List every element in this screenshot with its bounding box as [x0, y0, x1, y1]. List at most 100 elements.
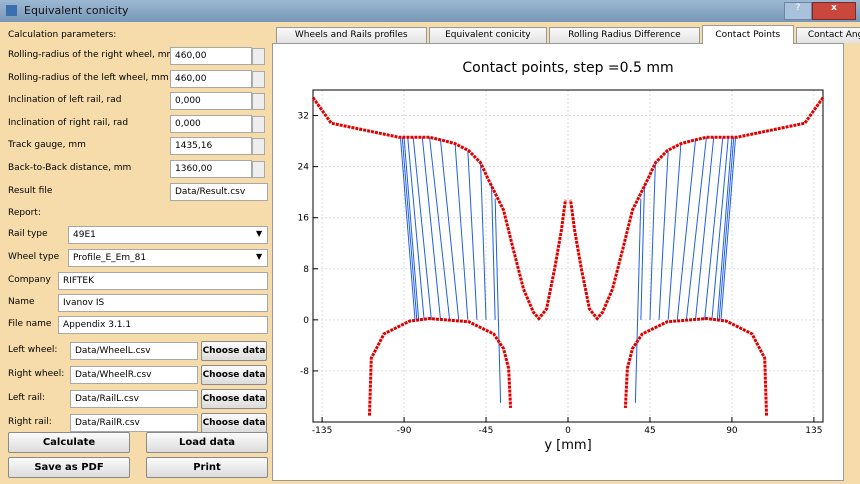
help-button[interactable]: ? [784, 2, 812, 20]
tab[interactable]: Rolling Radius Difference [549, 27, 700, 43]
window-title: Equivalent conicity [24, 4, 129, 17]
spin-arrows[interactable] [252, 115, 265, 133]
field-label: Right wheel: [8, 368, 65, 379]
x-tick-label: -90 [397, 426, 412, 436]
file-input[interactable]: Data/RailR.csv [70, 414, 198, 433]
contact-line [407, 137, 425, 320]
contact-line [440, 139, 460, 320]
contact-line [467, 150, 478, 320]
field-label: Company [8, 274, 51, 285]
close-button[interactable]: x [812, 2, 856, 20]
contact-line [676, 139, 696, 320]
choose-button[interactable]: Choose data [201, 340, 267, 361]
choose-button[interactable]: Choose data [201, 364, 267, 385]
y-tick-label: -8 [300, 367, 309, 377]
x-axis-label: y [mm] [544, 438, 591, 453]
dropdown-arrow[interactable]: ▼ [256, 228, 263, 238]
dropdown-arrow[interactable]: ▼ [256, 251, 263, 261]
spin-arrows[interactable] [252, 161, 265, 178]
plot-frame [312, 89, 824, 423]
spin-input[interactable]: 1360,00 [170, 160, 252, 178]
contact-line [634, 198, 642, 403]
spin-input[interactable]: 0,000 [170, 114, 252, 133]
contact-line [640, 184, 645, 320]
profile-line [569, 96, 825, 321]
contact-line [429, 137, 451, 320]
tab[interactable]: Wheels and Rails profiles [276, 27, 427, 43]
dropdown[interactable]: Profile_E_Em_81 [68, 248, 268, 267]
field-label: Right rail: [8, 417, 52, 428]
contact-line [412, 137, 432, 320]
field-label: Left wheel: [8, 344, 58, 355]
contact-line [480, 162, 487, 320]
text-input[interactable]: RIFTEK [58, 271, 268, 290]
x-tick-label: 135 [805, 426, 822, 436]
text-input[interactable]: Ivanov IS [58, 293, 268, 312]
text-input[interactable]: Appendix 3.1.1 [58, 316, 268, 335]
section-label: Report: [8, 207, 41, 218]
field-label: Rolling-radius of the right wheel, mm [8, 50, 176, 60]
contact-line [403, 137, 420, 320]
action-button[interactable]: Print [146, 457, 268, 478]
x-tick-label: 90 [726, 426, 738, 436]
contact-line [685, 137, 707, 320]
spin-arrows[interactable] [252, 93, 265, 111]
contact-line [454, 143, 469, 320]
profile-line [311, 96, 567, 321]
spin-arrows[interactable] [252, 70, 265, 88]
form-heading: Calculation parameters: [8, 30, 117, 40]
contact-line [716, 137, 733, 320]
contact-line [711, 137, 729, 320]
field-label: Inclination of left rail, rad [8, 95, 122, 106]
y-tick-label: 24 [298, 163, 310, 173]
tab[interactable]: Contact Points [701, 25, 794, 44]
contact-line [421, 137, 441, 320]
contact-line [494, 198, 502, 403]
spin-input[interactable]: 460,00 [170, 47, 252, 65]
file-input[interactable]: Data/WheelL.csv [70, 341, 198, 360]
y-tick-label: 8 [303, 265, 309, 275]
file-input[interactable]: Data/RailL.csv [70, 389, 198, 408]
field-label: File name [8, 319, 52, 330]
field-label: Inclination of right rail, rad [8, 117, 129, 128]
title-bar: Equivalent conicity ? x [0, 0, 860, 22]
x-tick-label: 0 [565, 426, 571, 436]
field-label: Back-to-Back distance, mm [8, 163, 132, 173]
spin-input[interactable]: 1435,16 [170, 137, 252, 156]
profile-line [367, 317, 513, 416]
contact-line [658, 150, 669, 320]
field-label: Track gauge, mm [8, 140, 86, 151]
field-label: Left rail: [8, 392, 46, 403]
spin-input[interactable]: 0,000 [170, 92, 252, 111]
spin-input[interactable]: 460,00 [170, 69, 252, 88]
contact-line [720, 137, 737, 320]
contact-line [649, 162, 656, 320]
contact-line [401, 137, 418, 320]
chart-title: Contact points, step =0.5 mm [462, 60, 673, 76]
action-button[interactable]: Save as PDF [8, 457, 130, 478]
choose-button[interactable]: Choose data [201, 413, 267, 434]
dropdown[interactable]: 49E1 [68, 225, 268, 244]
field-label: Wheel type [8, 251, 60, 262]
action-button[interactable]: Calculate [8, 432, 130, 453]
y-tick-label: 32 [298, 112, 309, 122]
contact-line [667, 143, 682, 320]
text-input[interactable]: Data/Result.csv [170, 182, 268, 201]
contact-line [491, 184, 496, 320]
field-label: Name [8, 296, 35, 307]
file-input[interactable]: Data/WheelR.csv [70, 365, 198, 384]
tab[interactable]: Contact Angles [795, 27, 860, 43]
spin-arrows[interactable] [252, 138, 265, 156]
contact-line [695, 137, 715, 320]
tab[interactable]: Equivalent conicity [428, 27, 548, 43]
app-icon [6, 5, 17, 16]
spin-arrows[interactable] [252, 48, 265, 65]
x-tick-label: 45 [644, 426, 655, 436]
action-button[interactable]: Load data [146, 432, 268, 453]
choose-button[interactable]: Choose data [201, 388, 267, 409]
field-label: Result file [8, 185, 53, 196]
y-tick-label: 0 [303, 316, 309, 326]
contact-line [704, 137, 724, 320]
